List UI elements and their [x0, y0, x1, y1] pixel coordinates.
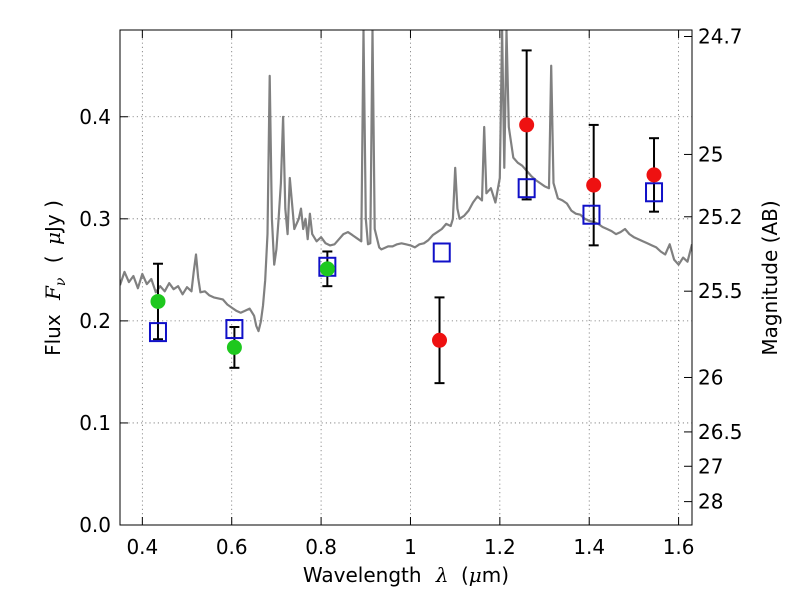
x-tick-label: 0.8	[305, 535, 337, 559]
magnitude-axis-label: Magnitude (AB)	[758, 200, 782, 355]
plot-frame	[119, 29, 693, 526]
y-axis-flux: 0.0 0.1 0.2 0.3 0.4	[79, 105, 128, 537]
mag-tick-label: 28	[698, 490, 723, 514]
observed-point-green	[150, 293, 166, 309]
model-spectrum-line	[120, 30, 692, 333]
observed-point-red	[519, 117, 535, 133]
observed-point-red	[432, 332, 448, 348]
y-tick-label: 0.4	[79, 105, 111, 129]
mag-tick-label: 25.2	[698, 205, 743, 229]
mag-tick-label: 25.5	[698, 279, 743, 303]
y-axis-magnitude: 24.7 25 25.2 25.5 26 26.5 27 28	[684, 25, 743, 514]
mag-tick-label: 24.7	[698, 25, 743, 49]
mag-tick-label: 26.5	[698, 420, 743, 444]
x-tick-label: 1	[404, 535, 417, 559]
y-tick-label: 0.2	[79, 309, 111, 333]
model-point	[582, 204, 601, 225]
y-axis-label: Flux Fν ( μJy )	[41, 200, 70, 356]
x-axis: 0.4 0.6 0.8 1 1.2 1.4 1.6	[126, 30, 695, 559]
x-axis-label: Wavelength λ (μm)	[303, 563, 509, 587]
observed-point-red	[586, 177, 602, 193]
model-point	[645, 182, 664, 203]
y-tick-label: 0.0	[79, 513, 111, 537]
observed-point-red	[646, 167, 662, 183]
y-tick-label: 0.1	[79, 411, 111, 435]
model-point	[432, 242, 451, 263]
model-point	[225, 319, 244, 340]
x-tick-label: 0.6	[216, 535, 248, 559]
observed-point-green	[319, 261, 335, 277]
observed-optical-points	[150, 261, 335, 355]
model-point	[148, 322, 167, 343]
mag-tick-label: 26	[698, 365, 723, 389]
model-photometry-points	[148, 178, 664, 343]
observed-point-green	[226, 339, 242, 355]
grid-lines	[120, 30, 692, 525]
x-tick-label: 1.6	[663, 535, 695, 559]
x-tick-label: 1.4	[573, 535, 605, 559]
observed-nir-points	[432, 117, 662, 348]
mag-tick-label: 25	[698, 142, 723, 166]
y-tick-label: 0.3	[79, 207, 111, 231]
model-point	[517, 178, 536, 199]
mag-tick-label: 27	[698, 454, 723, 478]
x-tick-label: 1.2	[484, 535, 516, 559]
x-tick-label: 0.4	[126, 535, 158, 559]
